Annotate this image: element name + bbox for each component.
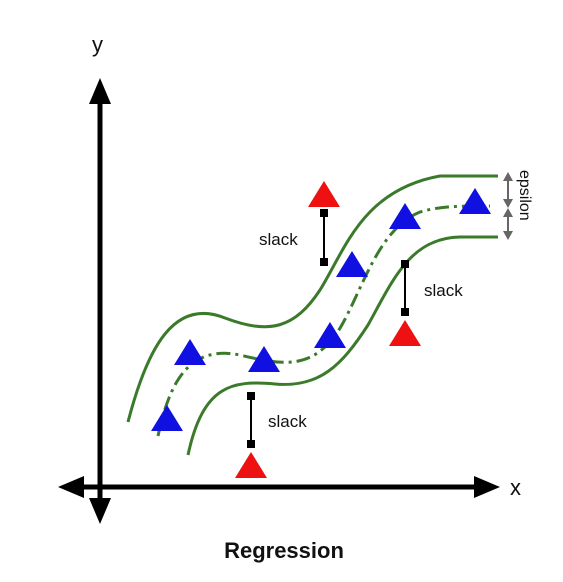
slack-label-bottom: slack (268, 412, 307, 431)
axes: x y (58, 32, 521, 524)
tube-lower-boundary (186, 235, 498, 456)
blue-triangle-point (151, 405, 183, 431)
blue-triangle-point (314, 322, 346, 348)
slack-marker (401, 260, 409, 268)
y-axis-label: y (92, 32, 103, 57)
x-axis-arrow-right (474, 476, 500, 498)
x-axis-arrow-left (58, 476, 84, 498)
blue-triangle-point (248, 346, 280, 372)
slack-marker (401, 308, 409, 316)
slack-marker (320, 258, 328, 266)
epsilon-arrow-lower-head-down (503, 231, 513, 240)
blue-triangle-point (459, 188, 491, 214)
epsilon-tube (126, 174, 498, 456)
slack-marker (320, 209, 328, 217)
outside-tube-points (235, 181, 421, 478)
red-triangle-point (235, 452, 267, 478)
slack-label-left: slack (259, 230, 298, 249)
epsilon-label: epsilon (516, 170, 533, 221)
epsilon-arrow-upper-head-up (503, 172, 513, 181)
epsilon-markers (503, 172, 513, 240)
slack-marker (247, 440, 255, 448)
epsilon-arrow-upper-head-down (503, 199, 513, 208)
red-triangle-point (389, 320, 421, 346)
x-axis-label: x (510, 475, 521, 500)
y-axis-arrow-up (89, 78, 111, 104)
slack-marker (247, 392, 255, 400)
epsilon-arrow-lower-head-up (503, 208, 513, 217)
red-triangle-point (308, 181, 340, 207)
inside-tube-points (151, 188, 491, 431)
slack-connectors (247, 209, 409, 448)
blue-triangle-point (174, 339, 206, 365)
tube-upper-boundary (126, 174, 498, 423)
y-axis-arrow-down (89, 498, 111, 524)
diagram-title: Regression (224, 538, 344, 563)
blue-triangle-point (336, 251, 368, 277)
slack-label-right: slack (424, 281, 463, 300)
blue-triangle-point (389, 203, 421, 229)
